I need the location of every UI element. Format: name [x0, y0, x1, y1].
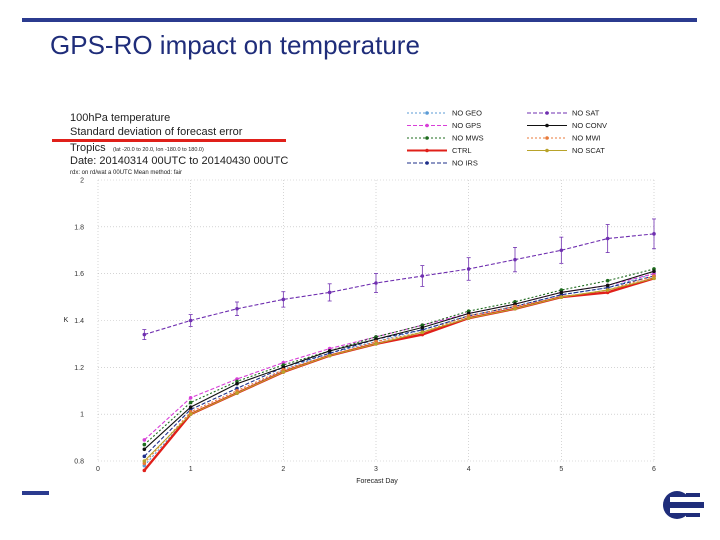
legend-marker: [425, 161, 429, 165]
y-tick-label: 2: [80, 178, 84, 185]
legend-label: CTRL: [452, 146, 472, 155]
legend-label: NO SAT: [572, 109, 600, 118]
y-tick-label: 1.6: [74, 271, 84, 278]
bottom-accent-rule: [22, 491, 49, 495]
legend-label: NO IRS: [452, 159, 478, 168]
y-tick-label: 1.4: [74, 318, 84, 325]
data-point: [188, 400, 193, 405]
data-point: [374, 342, 378, 346]
data-point: [327, 353, 332, 358]
x-axis-label: Forecast Day: [356, 478, 398, 485]
chart-header-line1: 100hPa temperature: [70, 112, 170, 124]
legend-label: NO MWI: [572, 134, 601, 143]
series-line: [143, 277, 655, 462]
data-point: [652, 232, 656, 236]
y-tick-label: 1.2: [74, 365, 84, 372]
data-point: [235, 306, 239, 311]
legend-marker: [425, 148, 429, 153]
slide-title: GPS-RO impact on temperature: [50, 30, 420, 60]
data-point: [327, 349, 332, 353]
legend-label: NO GEO: [452, 109, 482, 118]
data-point: [188, 412, 193, 416]
y-tick-label: 0.8: [74, 459, 84, 466]
data-point: [281, 370, 286, 374]
data-point: [605, 288, 610, 292]
data-point: [466, 316, 471, 320]
data-point: [420, 274, 425, 278]
data-point: [281, 297, 286, 302]
y-tick-label: 1: [80, 412, 84, 419]
chart-header-line4: Date: 20140314 00UTC to 20140430 00UTC: [70, 155, 288, 167]
data-point: [652, 276, 656, 281]
x-tick-label: 5: [559, 466, 563, 473]
data-point: [235, 381, 239, 386]
data-point: [652, 269, 656, 274]
data-point: [605, 278, 610, 283]
legend-marker: [425, 123, 429, 128]
legend-layer: NO GEO NO GPS NO MWS CTRL NO IRS NO SAT NO CON…: [407, 109, 607, 168]
x-tick-label: 3: [374, 466, 378, 473]
series-line: [143, 275, 655, 464]
data-point: [559, 248, 564, 253]
series-line: [143, 277, 655, 472]
data-point: [142, 459, 147, 463]
data-point: [513, 306, 517, 311]
x-tick-label: 2: [281, 466, 285, 473]
grid-layer: [97, 179, 655, 462]
data-point: [559, 295, 564, 299]
data-point: [605, 283, 610, 288]
data-point: [559, 290, 564, 295]
series-line: [144, 233, 655, 336]
data-point: [605, 236, 610, 241]
chart-header-line3-main: Tropics: [70, 142, 106, 154]
data-point: [188, 395, 193, 400]
data-point: [420, 330, 425, 335]
data-point: [142, 468, 147, 473]
data-point: [142, 442, 147, 447]
data-point: [327, 290, 332, 295]
legend-label: NO GPS: [452, 121, 481, 130]
x-tick-label: 1: [189, 466, 193, 473]
series-layer: [142, 218, 656, 473]
top-accent-rule: [22, 18, 697, 22]
y-axis-label: K: [64, 317, 69, 324]
chart-header-line2: Standard deviation of forecast error: [70, 126, 243, 138]
legend-marker: [545, 148, 549, 153]
series-line: [143, 270, 655, 450]
legend-label: NO MWS: [452, 134, 484, 143]
legend-marker: [425, 136, 429, 140]
legend-marker: [545, 111, 549, 115]
series-line: [143, 273, 655, 467]
legend-marker: [425, 111, 429, 115]
series-line: [143, 275, 655, 457]
series-line: [143, 273, 655, 441]
legend-label: NO CONV: [572, 121, 607, 130]
data-point: [374, 281, 378, 285]
data-point: [142, 332, 147, 337]
data-point: [188, 318, 193, 323]
data-point: [513, 257, 517, 262]
series-line: [143, 268, 655, 446]
chart-header-line3-sub: (lat -20.0 to 20.0, lon -180.0 to 180.0): [113, 147, 204, 153]
x-tick-label: 6: [652, 466, 656, 473]
ecmwf-logo-icon: [663, 491, 704, 519]
x-tick-label: 0: [96, 466, 100, 473]
axis-layer: 0 1 2 3 4 5 6 0.8 1 1.2 1.4 1.6 1.8 2: [74, 178, 656, 474]
y-tick-label: 1.8: [74, 224, 84, 231]
data-point: [188, 405, 193, 409]
data-point: [142, 447, 147, 452]
legend-label: NO SCAT: [572, 146, 605, 155]
chart-header-line5: rdx: on rd/wat a 00UTC Mean method: fair: [70, 170, 182, 176]
data-point: [142, 454, 147, 459]
data-point: [420, 325, 425, 330]
x-tick-label: 4: [467, 466, 471, 473]
legend-marker: [545, 136, 549, 140]
data-point: [142, 438, 147, 442]
data-point: [235, 391, 239, 395]
legend-marker: [545, 123, 549, 128]
ctrl-highlight-bar: [52, 139, 286, 142]
data-point: [466, 267, 471, 271]
